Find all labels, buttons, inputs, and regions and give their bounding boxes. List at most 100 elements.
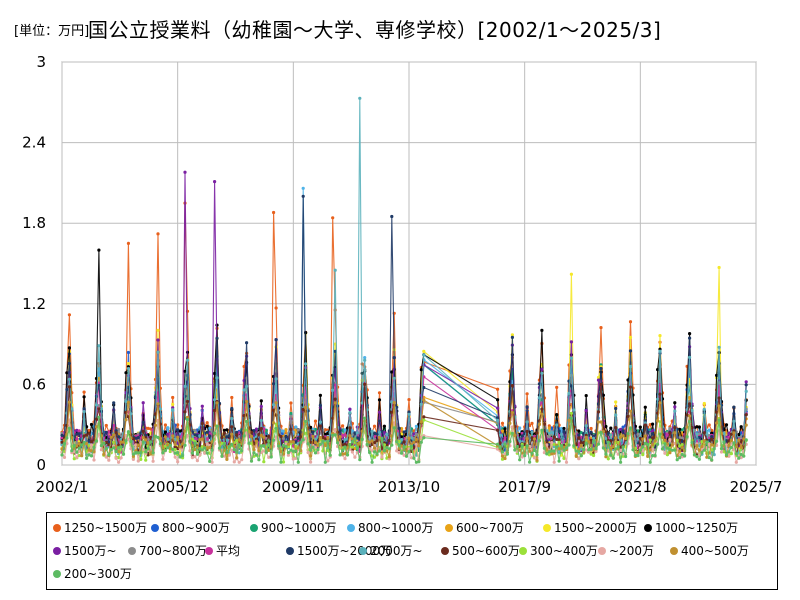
data-point [734,452,738,456]
data-point [614,426,618,430]
data-point [380,436,384,441]
data-point [668,438,672,442]
data-point [496,418,500,422]
data-point [190,456,194,460]
data-point [744,438,748,442]
data-point [358,444,362,448]
data-point [651,436,655,440]
data-point [262,449,266,453]
data-point [195,459,199,463]
data-point [195,428,199,432]
data-point [680,431,684,435]
data-point [65,371,69,375]
data-point [668,426,672,430]
data-point [660,435,665,439]
data-point [358,442,362,446]
data-point [540,407,544,411]
legend-label: 900~1000万 [261,521,337,535]
data-point [542,446,547,450]
data-point [680,452,684,457]
data-point [259,404,263,409]
data-point [651,429,655,433]
data-point [87,453,91,457]
x-tick-label: 2002/1 [36,478,89,496]
data-point [173,447,177,452]
data-point [510,384,514,388]
data-point [343,433,347,437]
data-point [136,443,140,447]
data-point [146,453,150,457]
data-point [296,428,300,432]
legend-marker-icon [598,546,606,555]
data-point [525,405,529,409]
data-point [577,433,581,437]
data-point [124,418,128,422]
data-point [663,442,667,446]
data-point [705,455,709,459]
data-point [400,451,404,455]
data-point [205,424,209,428]
data-point [274,338,278,342]
data-point [518,448,522,452]
data-point [171,395,175,400]
data-point [82,410,86,414]
data-point [203,446,207,450]
data-point [166,432,170,436]
data-point [104,423,108,428]
data-point [286,451,290,455]
data-point [377,430,382,434]
data-point [222,431,226,435]
data-point [205,442,209,446]
data-point [412,456,416,460]
legend-item: 2000万~ [359,542,423,559]
data-point [385,456,389,460]
data-point [338,429,342,433]
data-point [660,447,665,451]
data-point [599,382,603,387]
data-point [621,434,625,438]
data-point [680,445,684,449]
data-point [156,232,160,236]
data-point [304,405,308,410]
data-point [419,435,423,439]
data-point [680,443,684,447]
data-point [407,436,411,440]
data-point [530,451,534,455]
data-point [582,441,586,445]
data-point [525,392,529,396]
data-point [311,445,315,449]
data-point [227,453,231,457]
data-point [318,420,322,424]
data-point [545,429,549,433]
data-point [117,427,121,432]
data-point [321,435,325,439]
data-point [496,428,500,432]
data-point [198,434,202,438]
data-point [555,421,559,425]
data-point [87,428,91,433]
data-point [313,451,318,455]
data-point [67,346,71,350]
data-point [173,451,177,455]
data-point [208,446,212,450]
data-point [235,450,239,454]
data-point [392,356,396,360]
data-point [626,414,630,418]
data-point [350,445,354,449]
data-point [535,431,539,435]
data-point [675,438,679,442]
data-point [695,444,699,448]
data-point [530,436,534,440]
legend-label: 700~800万 [139,544,207,558]
data-point [299,435,303,439]
data-point [348,442,352,447]
data-point [419,440,423,444]
data-point [82,390,86,394]
data-point [656,368,660,372]
data-point [188,439,192,443]
data-point [577,436,581,440]
data-point [80,454,84,458]
data-point [225,450,229,454]
data-point [510,431,514,435]
data-point [222,428,226,432]
